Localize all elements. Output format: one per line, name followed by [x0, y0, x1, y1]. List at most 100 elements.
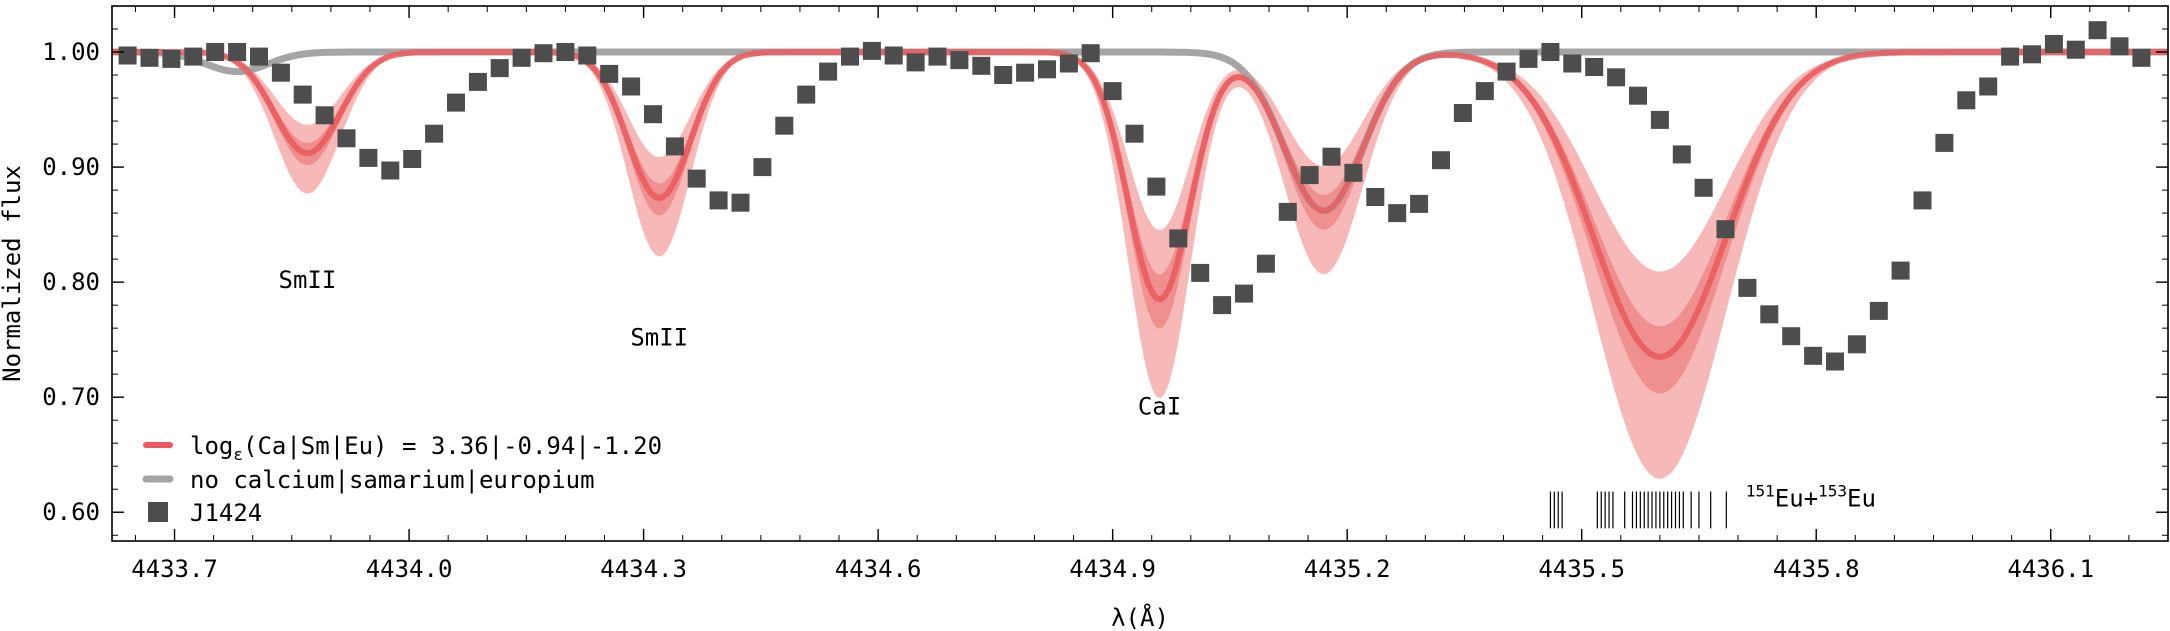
- legend-data-swatch: [148, 502, 168, 522]
- data-point: [1607, 68, 1626, 87]
- data-point: [1322, 147, 1341, 166]
- element-symbol: Eu+: [1775, 484, 1818, 512]
- x-tick-label: 4434.3: [600, 555, 687, 583]
- legend-model-label: logε(Ca|Sm|Eu) = 3.36|-0.94|-1.20: [190, 432, 662, 464]
- data-point: [534, 44, 553, 63]
- data-point: [1826, 352, 1844, 371]
- isotope-superscript: 151: [1746, 481, 1775, 500]
- data-point: [709, 191, 728, 210]
- data-point: [1913, 191, 1932, 210]
- data-point: [622, 77, 641, 96]
- data-point: [994, 66, 1013, 84]
- isotope-superscript: 153: [1818, 481, 1847, 500]
- data-point: [884, 46, 903, 65]
- data-point: [381, 161, 400, 180]
- x-tick-label: 4434.9: [1069, 555, 1156, 583]
- x-tick-label: 4434.0: [366, 555, 453, 583]
- data-point: [447, 93, 465, 112]
- data-point: [1979, 77, 1998, 96]
- x-tick-label: 4435.8: [1773, 555, 1860, 583]
- data-point: [1935, 133, 1954, 152]
- data-point: [1869, 301, 1888, 320]
- data-point: [1694, 178, 1713, 197]
- data-point: [271, 63, 290, 82]
- data-point: [1410, 194, 1429, 213]
- data-point: [1497, 62, 1516, 81]
- data-point: [1300, 166, 1319, 185]
- legend-model-prefix: log: [190, 432, 233, 460]
- data-point: [337, 129, 356, 148]
- data-point: [512, 48, 531, 67]
- y-tick-label: 0.60: [42, 498, 100, 526]
- line-label: CaI: [1138, 392, 1181, 420]
- data-point: [403, 150, 422, 168]
- data-point: [578, 46, 597, 65]
- data-point: [2023, 45, 2041, 64]
- data-point: [665, 137, 684, 156]
- data-point: [1016, 63, 1035, 82]
- y-tick-label: 0.70: [42, 383, 100, 411]
- data-point: [1563, 54, 1582, 73]
- data-point: [2066, 40, 2085, 59]
- data-point: [1191, 263, 1210, 282]
- data-point: [1235, 284, 1253, 303]
- data-point: [731, 193, 750, 212]
- data-point: [797, 85, 816, 104]
- data-point: [1103, 82, 1122, 101]
- data-point: [1278, 202, 1297, 221]
- data-point: [862, 41, 881, 60]
- data-point: [687, 169, 706, 188]
- y-tick-label: 0.90: [42, 153, 100, 181]
- data-point: [1957, 91, 1976, 110]
- data-point: [1213, 296, 1232, 315]
- data-point: [1388, 204, 1407, 223]
- data-point: [841, 47, 859, 66]
- data-point: [1366, 188, 1385, 206]
- data-point: [206, 43, 225, 61]
- data-point: [1059, 54, 1078, 73]
- data-point: [556, 43, 575, 61]
- line-annotations: SmII SmII CaI 151Eu+153Eu: [279, 266, 1876, 529]
- data-point: [162, 49, 181, 68]
- line-label: SmII: [630, 323, 688, 351]
- x-tick-label: 4435.2: [1304, 555, 1391, 583]
- y-tick-label: 0.80: [42, 268, 100, 296]
- legend-no-element-label: no calcium|samarium|europium: [190, 466, 595, 494]
- element-symbol: Eu: [1847, 484, 1876, 512]
- legend: logε(Ca|Sm|Eu) = 3.36|-0.94|-1.20 no cal…: [142, 432, 662, 527]
- legend-model-subscript: ε: [233, 445, 243, 464]
- data-point: [1716, 220, 1735, 239]
- data-point: [1475, 82, 1494, 101]
- data-point: [1344, 163, 1363, 182]
- data-point: [1891, 261, 1910, 280]
- x-tick-label: 4434.6: [835, 555, 922, 583]
- data-point: [1256, 254, 1275, 273]
- data-point: [2110, 37, 2129, 56]
- data-point: [1650, 110, 1669, 129]
- data-point: [2044, 35, 2063, 53]
- data-point: [359, 148, 378, 167]
- x-axis-label: λ(Å): [1111, 603, 1169, 631]
- line-label: SmII: [279, 266, 337, 294]
- data-point: [1585, 58, 1604, 76]
- data-point: [1169, 229, 1188, 248]
- data-point: [1760, 305, 1779, 324]
- data-point: [819, 62, 838, 81]
- x-tick-label: 4433.7: [131, 555, 218, 583]
- data-point: [1782, 327, 1801, 346]
- data-point: [118, 46, 137, 65]
- data-point: [753, 158, 772, 177]
- plot-frame: [111, 5, 2169, 542]
- x-tick-label: 4435.5: [1538, 555, 1625, 583]
- eu-isotope-label: 151Eu+153Eu: [1746, 481, 1876, 512]
- data-point: [1038, 60, 1056, 79]
- model-line: [112, 49, 2168, 360]
- axes: 4433.7 4434.0 4434.3 4434.6 4434.9 4435.2 4435…: [42, 6, 2168, 583]
- data-point: [2132, 48, 2151, 67]
- data-point: [250, 47, 268, 66]
- legend-model-suffix: (Ca|Sm|Eu) = 3.36|-0.94|-1.20: [243, 432, 662, 460]
- data-point: [468, 72, 487, 91]
- data-point: [184, 47, 203, 66]
